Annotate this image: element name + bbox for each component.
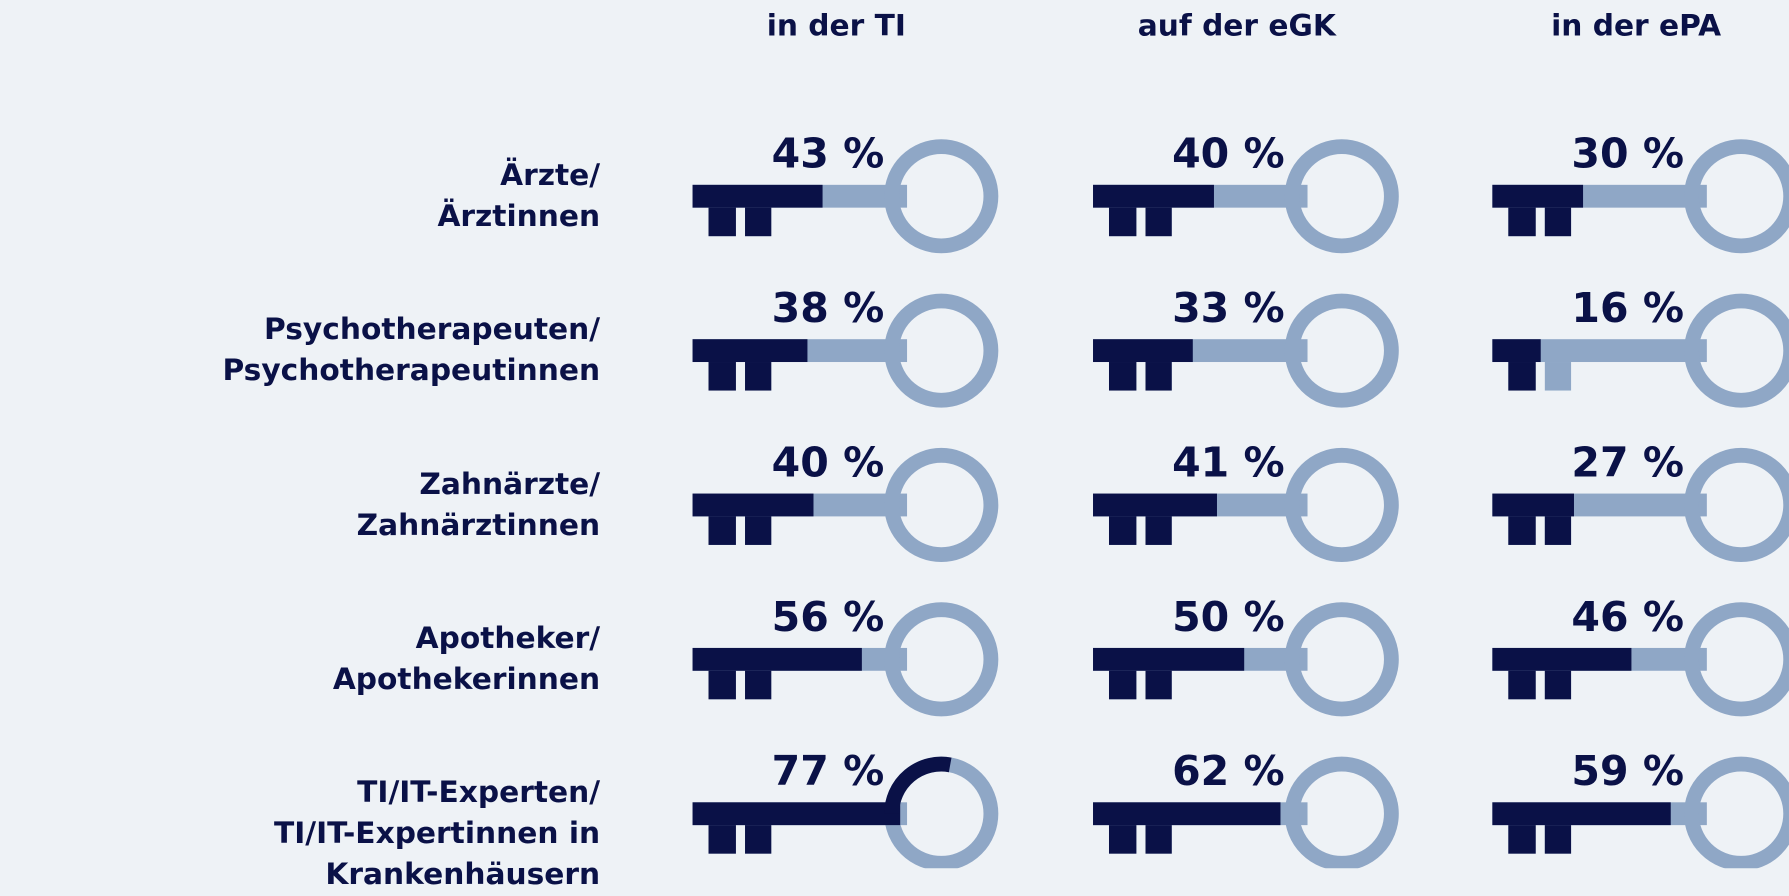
key-shaft — [1492, 647, 1632, 671]
key-tooth — [1145, 362, 1172, 391]
value-label: 30 % — [1571, 130, 1684, 178]
value-label: 59 % — [1571, 747, 1684, 795]
key-tooth — [1145, 207, 1172, 237]
key-shaft — [692, 184, 823, 208]
key-tooth — [1145, 825, 1172, 854]
key-tooth — [1508, 516, 1536, 545]
key-ring-track — [1284, 602, 1399, 717]
key-tooth — [708, 670, 736, 700]
key-ring-track — [1284, 447, 1399, 563]
key-tooth — [1508, 670, 1536, 700]
key-shaft — [692, 339, 808, 363]
key-tooth — [1544, 825, 1572, 854]
key-ring-track — [884, 447, 999, 563]
value-label: 40 % — [772, 438, 885, 486]
key-tooth — [745, 362, 772, 391]
key-shaft — [692, 802, 901, 826]
value-label: 50 % — [1172, 593, 1285, 641]
key-shaft — [1492, 184, 1584, 208]
key-shaft — [1093, 184, 1214, 208]
key-tooth — [1108, 362, 1137, 391]
value-label: 77 % — [772, 747, 885, 795]
key-ring-track — [1284, 756, 1399, 869]
key-shaft — [1492, 339, 1541, 363]
key-shaft-track — [1492, 339, 1707, 363]
chart: 43 % 38 % 40 % 56 % 77 % 40 % 33 % 41 % 50 % 62 %… — [222, 9, 1789, 892]
key-tooth — [708, 362, 736, 391]
key-tooth — [745, 670, 772, 700]
key-tooth — [745, 825, 772, 854]
row-label: Zahnärzte/ Zahnärztinnen — [356, 467, 601, 543]
value-label: 56 % — [772, 593, 885, 641]
key-ring-track — [1684, 139, 1789, 254]
key-shaft — [1093, 493, 1217, 517]
key-ring-track — [1684, 447, 1789, 563]
key-tooth — [1508, 207, 1536, 237]
key-tooth — [1108, 516, 1137, 545]
value-label: 33 % — [1172, 284, 1285, 332]
key-shaft — [1093, 339, 1193, 363]
key-ring-track — [884, 602, 999, 717]
value-label: 62 % — [1172, 747, 1285, 795]
key-tooth — [1145, 516, 1172, 545]
chart-graphics: 43 % 38 % 40 % 56 % 77 % 40 % 33 % 41 % 50 % 62 %… — [692, 130, 1789, 869]
column-header: in der ePA — [1551, 9, 1722, 44]
key-tooth — [1544, 516, 1572, 545]
value-label: 46 % — [1571, 593, 1684, 641]
key-tooth — [1108, 670, 1137, 700]
key-shaft — [1093, 647, 1245, 671]
column-header: auf der eGK — [1137, 9, 1336, 44]
value-label: 43 % — [772, 130, 885, 178]
key-tooth — [708, 516, 736, 545]
key-shaft — [692, 647, 862, 671]
row-label: Psychotherapeuten/ Psychotherapeutinnen — [222, 312, 601, 389]
key-tooth — [708, 825, 736, 854]
key-ring-track — [1684, 293, 1789, 408]
key-ring-track — [884, 293, 999, 408]
key-ring-track — [1284, 293, 1399, 408]
row-label: TI/IT-Experten/ TI/IT-Expertinnen in Kra… — [273, 776, 601, 893]
value-label: 40 % — [1172, 130, 1285, 178]
value-label: 16 % — [1571, 284, 1684, 332]
key-shaft — [1492, 493, 1574, 517]
key-tooth — [1108, 825, 1137, 854]
row-label: Apotheker/ Apothekerinnen — [332, 621, 601, 697]
key-ring-track — [1684, 602, 1789, 717]
key-tooth — [1544, 670, 1572, 700]
key-tooth — [708, 207, 736, 237]
key-tooth — [1508, 825, 1536, 854]
value-label: 27 % — [1571, 438, 1684, 486]
key-tooth — [1108, 207, 1137, 237]
key-shaft — [692, 493, 814, 517]
key-tooth — [745, 516, 772, 545]
column-header: in der TI — [766, 9, 906, 44]
key-tooth — [1508, 362, 1536, 391]
key-ring-track — [1284, 139, 1399, 254]
key-shaft — [1093, 802, 1281, 826]
key-tooth — [1145, 670, 1172, 700]
key-ring-fill — [884, 756, 952, 815]
key-tooth-track — [1544, 362, 1572, 391]
key-tooth — [745, 207, 772, 237]
key-tooth — [1544, 207, 1572, 237]
key-shaft — [1492, 802, 1671, 826]
value-label: 38 % — [772, 284, 885, 332]
row-label: Ärzte/ Ärztinnen — [437, 158, 601, 234]
key-ring-track — [1684, 756, 1789, 869]
page: 43 % 38 % 40 % 56 % 77 % 40 % 33 % 41 % 50 % 62 %… — [222, 9, 1789, 893]
value-label: 41 % — [1172, 438, 1285, 486]
key-ring-track — [884, 139, 999, 254]
